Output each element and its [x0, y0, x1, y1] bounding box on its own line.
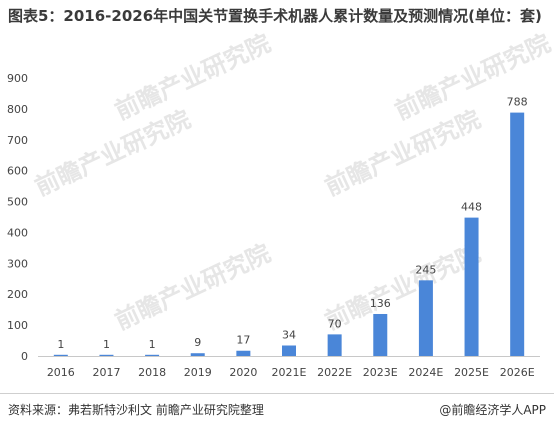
y-tick-label: 800 [7, 103, 28, 116]
data-label-2016: 1 [57, 338, 64, 351]
bar-2024E [418, 280, 433, 356]
x-tick-label: 2023E [363, 366, 398, 379]
y-tick-label: 500 [7, 196, 28, 209]
x-tick-label: 2021E [272, 366, 307, 379]
bar-2020 [236, 350, 251, 356]
data-label-2018: 1 [149, 338, 156, 351]
source-note: 资料来源：弗若斯特沙利文 前瞻产业研究院整理 [8, 403, 264, 417]
y-axis: 0 100 200 300 400 500 600 700 800 900 [7, 72, 28, 363]
bar-2021E [282, 345, 296, 356]
bar-2026E [510, 112, 525, 357]
watermark-text: 前瞻产业研究院 [321, 239, 485, 335]
bar-2018 [145, 354, 160, 356]
bar-2023E [373, 313, 388, 356]
footer-divider [0, 393, 554, 394]
x-tick-label: 2016 [47, 366, 75, 379]
x-tick-label: 2022E [317, 366, 352, 379]
y-tick-label: 600 [7, 165, 28, 178]
data-label-2017: 1 [103, 338, 110, 351]
credit-note: @前瞻经济学人APP [439, 403, 546, 417]
data-label-2019: 9 [194, 336, 201, 349]
bar-2022E [327, 334, 342, 356]
data-label-2025E: 448 [461, 201, 482, 214]
bar-series [53, 112, 525, 357]
y-tick-label: 700 [7, 134, 28, 147]
data-labels: 1 1 1 9 17 34 70 136 245 448 788 [57, 96, 527, 351]
data-label-2022E: 70 [328, 317, 342, 330]
watermark-text: 前瞻产业研究院 [111, 29, 275, 125]
x-tick-label: 2026E [500, 366, 535, 379]
data-label-2026E: 788 [507, 96, 528, 109]
y-tick-label: 400 [7, 226, 28, 239]
bar-2016 [53, 354, 68, 356]
data-label-2024E: 245 [415, 263, 436, 276]
y-tick-label: 300 [7, 257, 28, 270]
x-tick-label: 2020 [229, 366, 257, 379]
x-tick-label: 2017 [92, 366, 120, 379]
data-label-2023E: 136 [370, 297, 391, 310]
x-axis: 2016 2017 2018 2019 2020 2021E 2022E 2023E 2024E… [38, 356, 540, 379]
x-tick-label: 2024E [408, 366, 443, 379]
watermark-text: 前瞻产业研究院 [31, 105, 195, 201]
y-tick-label: 200 [7, 288, 28, 301]
y-tick-label: 900 [7, 72, 28, 85]
data-label-2020: 17 [236, 334, 250, 347]
chart-title: 图表5：2016-2026年中国关节置换手术机器人累计数量及预测情况(单位：套) [8, 7, 542, 25]
watermark-text: 前瞻产业研究院 [111, 239, 275, 335]
y-tick-label: 0 [21, 350, 28, 363]
bar-2019 [190, 353, 205, 356]
x-tick-label: 2019 [184, 366, 212, 379]
data-label-2021E: 34 [282, 328, 296, 341]
bar-2025E [464, 217, 479, 356]
x-tick-label: 2025E [454, 366, 489, 379]
bar-2017 [99, 354, 114, 356]
x-tick-label: 2018 [138, 366, 166, 379]
y-tick-label: 100 [7, 319, 28, 332]
